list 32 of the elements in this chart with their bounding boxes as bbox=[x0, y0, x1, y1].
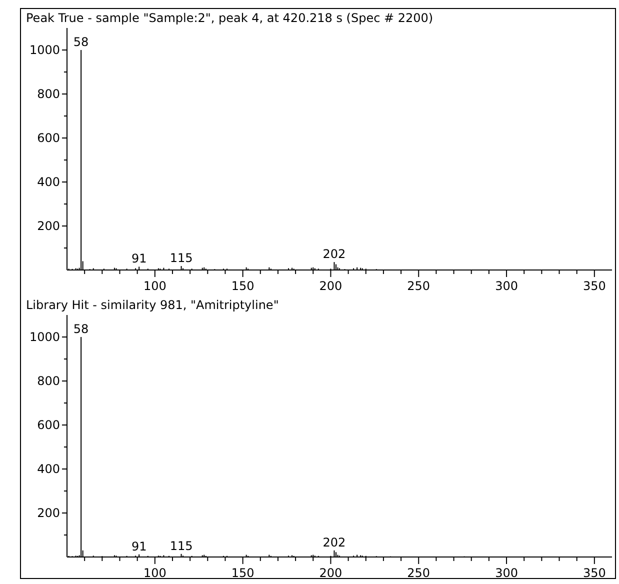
x-tick-label: 100 bbox=[143, 566, 166, 580]
annotation: 115 bbox=[170, 538, 193, 553]
y-tick-label: 1000 bbox=[29, 330, 60, 344]
y-tick-label: 600 bbox=[37, 131, 60, 145]
chart-title: Peak True - sample "Sample:2", peak 4, at 420.218 s (Spec # 2200) bbox=[26, 11, 434, 25]
annotation: 58 bbox=[73, 322, 89, 336]
annotation: 91 bbox=[131, 252, 147, 266]
y-tick-label: 200 bbox=[37, 219, 60, 233]
x-tick-label: 350 bbox=[582, 279, 606, 293]
chart-title: Library Hit - similarity 981, "Amitriptyline" bbox=[26, 298, 279, 312]
x-tick-label: 350 bbox=[582, 566, 606, 580]
annotation: 58 bbox=[73, 35, 89, 49]
x-tick-label: 250 bbox=[407, 279, 430, 293]
x-tick-label: 150 bbox=[231, 279, 254, 293]
annotation: 115 bbox=[170, 251, 193, 266]
y-tick-label: 400 bbox=[37, 462, 60, 476]
y-tick-label: 400 bbox=[37, 175, 60, 189]
x-tick-label: 300 bbox=[495, 566, 518, 580]
y-tick-label: 600 bbox=[37, 418, 60, 432]
x-tick-label: 150 bbox=[231, 566, 254, 580]
y-tick-label: 800 bbox=[37, 374, 60, 388]
x-tick-label: 200 bbox=[319, 566, 342, 580]
x-tick-label: 250 bbox=[407, 566, 430, 580]
annotation: 202 bbox=[322, 535, 346, 550]
annotation: 91 bbox=[131, 539, 147, 554]
x-tick-label: 100 bbox=[143, 279, 166, 293]
x-tick-label: 300 bbox=[495, 279, 518, 293]
y-tick-label: 1000 bbox=[29, 43, 60, 57]
y-tick-label: 800 bbox=[37, 87, 60, 101]
x-tick-label: 200 bbox=[319, 279, 342, 293]
annotation: 202 bbox=[322, 247, 346, 262]
y-tick-label: 200 bbox=[37, 506, 60, 520]
